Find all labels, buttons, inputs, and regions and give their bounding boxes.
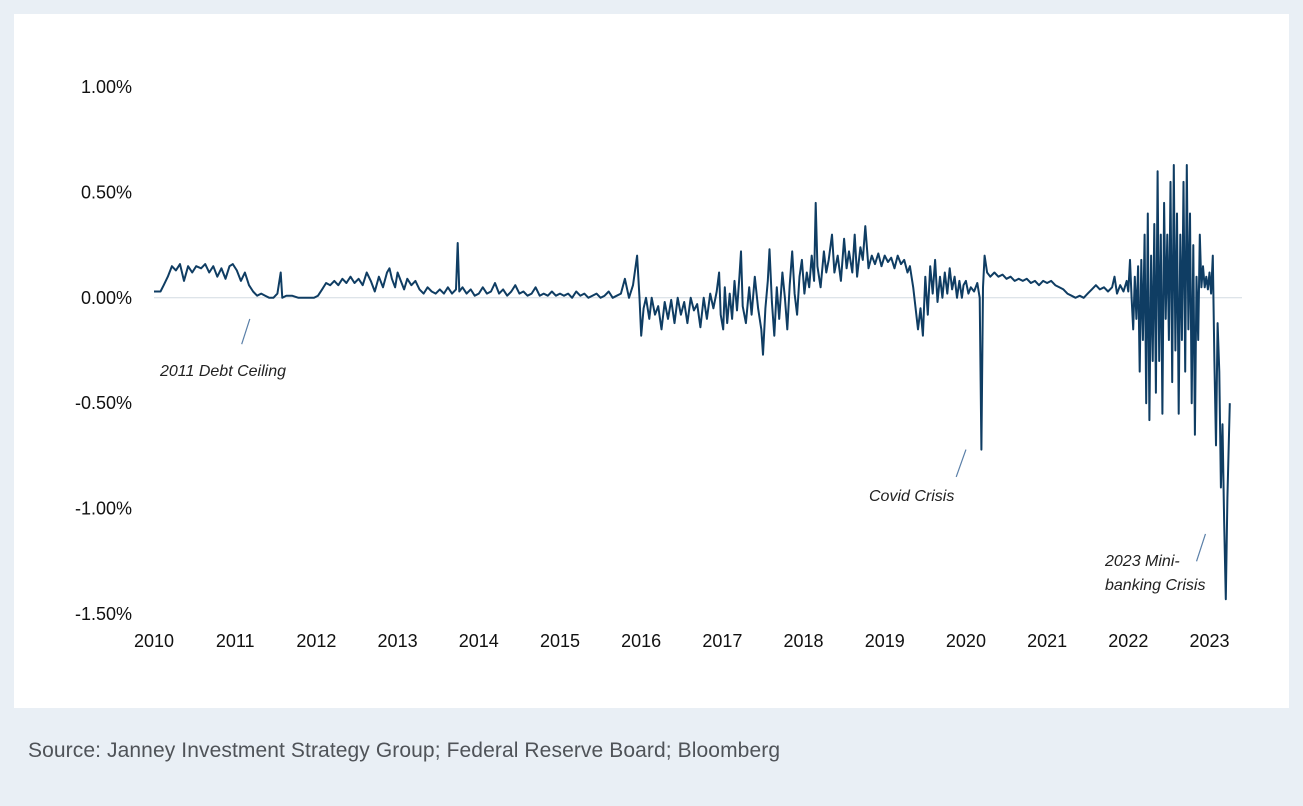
annotation-leader-line	[1195, 533, 1207, 562]
chart-series	[154, 164, 1231, 601]
source-caption: Source: Janney Investment Strategy Group…	[28, 739, 781, 762]
x-tick-label: 2021	[1027, 631, 1067, 651]
y-tick-label: 0.50%	[81, 182, 132, 202]
x-tick-label: 2022	[1108, 631, 1148, 651]
x-tick-label: 2017	[702, 631, 742, 651]
chart-axes: 1.00% 0.50% 0.00% -0.50% -1.00% -1.50%2010 201…	[75, 77, 1242, 651]
x-tick-label: 2015	[540, 631, 580, 651]
y-tick-label: 0.00%	[81, 288, 132, 308]
annotation-leader-line	[241, 318, 251, 345]
line-chart: 1.00% 0.50% 0.00% -0.50% -1.00% -1.50%2010 201…	[75, 77, 1242, 651]
annotation-label: 2023 Mini-	[1104, 553, 1180, 570]
x-tick-label: 2016	[621, 631, 661, 651]
x-tick-label: 2013	[378, 631, 418, 651]
x-tick-label: 2011	[216, 631, 255, 651]
y-tick-label: -0.50%	[75, 393, 132, 413]
chart-annotations: 2011 Debt Ceiling Covid Crisis 2023 Mini-b…	[159, 318, 1207, 594]
annotation-label: 2011 Debt Ceiling	[159, 363, 286, 380]
y-tick-label: -1.00%	[75, 499, 132, 519]
y-tick-label: -1.50%	[75, 604, 132, 624]
x-tick-label: 2010	[134, 631, 174, 651]
series-line	[154, 164, 1231, 601]
chart-panel: 1.00% 0.50% 0.00% -0.50% -1.00% -1.50% 2010 201…	[14, 14, 1289, 708]
x-tick-label: 2020	[946, 631, 986, 651]
annotation-leader-line	[955, 449, 967, 478]
annotation-label: Covid Crisis	[869, 488, 954, 505]
annotation-label: banking Crisis	[1105, 577, 1205, 594]
x-tick-label: 2012	[296, 631, 336, 651]
x-tick-label: 2019	[865, 631, 905, 651]
x-tick-label: 2018	[784, 631, 824, 651]
x-tick-label: 2014	[459, 631, 499, 651]
y-tick-label: 1.00%	[81, 77, 132, 97]
x-tick-label: 2023	[1189, 631, 1229, 651]
